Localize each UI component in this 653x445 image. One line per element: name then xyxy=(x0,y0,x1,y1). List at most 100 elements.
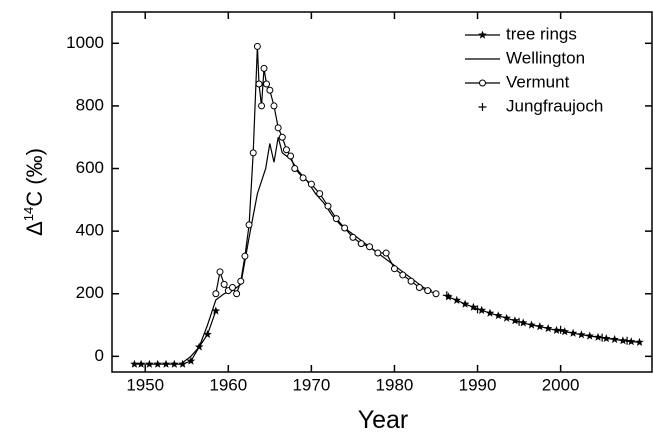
star-marker xyxy=(519,318,528,327)
circle-marker xyxy=(407,277,415,285)
star-marker xyxy=(527,320,536,329)
circle-marker xyxy=(291,165,299,173)
star-marker xyxy=(203,329,212,339)
circle-marker xyxy=(287,152,295,160)
circle-marker xyxy=(282,146,290,154)
series-line xyxy=(215,46,437,296)
star-marker xyxy=(635,337,644,346)
circle-marker xyxy=(424,287,432,295)
circle-marker xyxy=(349,233,357,241)
circle-marker xyxy=(390,265,398,273)
star-marker xyxy=(145,359,154,368)
legend-label: Jungfraujoch xyxy=(506,96,603,115)
star-marker xyxy=(610,334,619,344)
circle-marker xyxy=(253,42,261,50)
circle-marker xyxy=(399,271,407,279)
y-label-superscript: 14 xyxy=(21,207,36,221)
star-marker xyxy=(444,292,453,301)
x-tick-label: 1970 xyxy=(292,375,330,394)
x-tick-label: 2000 xyxy=(542,375,580,394)
circle-marker xyxy=(415,283,423,291)
y-tick-label: 800 xyxy=(76,95,104,114)
star-marker xyxy=(186,356,196,365)
star-marker xyxy=(211,306,221,315)
circle-marker xyxy=(307,180,315,188)
circle-marker xyxy=(432,290,440,298)
circle-marker xyxy=(220,280,228,288)
y-tick-label: 1000 xyxy=(66,33,104,52)
x-tick-label: 1990 xyxy=(459,375,497,394)
x-tick-label: 1960 xyxy=(209,375,247,394)
y-label-text: C (‰) xyxy=(22,148,47,207)
star-marker xyxy=(552,325,561,334)
star-marker xyxy=(593,332,603,341)
plus-marker xyxy=(473,305,482,314)
circle-marker xyxy=(255,80,263,88)
circle-marker xyxy=(278,133,286,141)
star-marker xyxy=(494,311,503,320)
star-marker xyxy=(161,359,171,368)
series-line xyxy=(182,137,433,364)
plot-frame xyxy=(111,11,653,373)
star-marker xyxy=(136,359,146,368)
circle-marker xyxy=(263,80,271,88)
circle-marker xyxy=(366,243,374,251)
star-marker xyxy=(178,359,187,368)
plus-marker xyxy=(598,333,607,342)
y-tick-label: 200 xyxy=(76,283,104,302)
circle-marker xyxy=(374,249,382,257)
circle-marker xyxy=(382,249,390,257)
y-tick-label: 0 xyxy=(95,346,104,365)
plus-marker xyxy=(623,336,632,345)
circle-marker xyxy=(332,215,340,223)
legend-label: Vermunt xyxy=(506,72,570,91)
circle-marker xyxy=(341,224,349,232)
circle-marker xyxy=(266,86,274,94)
y-label-symbol: Δ xyxy=(22,221,47,236)
plus-marker xyxy=(442,291,451,300)
circle-marker xyxy=(258,102,266,110)
star-marker xyxy=(485,308,495,317)
x-tick-label: 1980 xyxy=(376,375,414,394)
circle-marker xyxy=(260,64,268,72)
star-marker xyxy=(568,328,578,337)
x-axis-label: Year xyxy=(358,406,409,434)
star-marker xyxy=(577,330,586,339)
star-marker xyxy=(478,30,487,39)
circle-marker xyxy=(299,174,307,182)
star-marker xyxy=(618,336,628,345)
circle-marker xyxy=(324,202,332,210)
star-marker xyxy=(560,327,569,336)
star-marker xyxy=(469,302,478,311)
legend-label: tree rings xyxy=(506,24,577,43)
circle-marker xyxy=(237,277,245,285)
star-marker xyxy=(153,359,162,368)
star-marker xyxy=(510,316,520,325)
plus-marker xyxy=(556,325,565,334)
star-marker xyxy=(543,324,553,333)
star-marker xyxy=(460,299,470,308)
circle-marker xyxy=(479,79,486,87)
circle-marker xyxy=(274,124,282,132)
circle-marker xyxy=(357,240,365,248)
circle-marker xyxy=(245,221,253,229)
y-axis-label: Δ14C (‰) xyxy=(21,148,47,236)
circle-marker xyxy=(241,252,249,260)
y-tick-label: 400 xyxy=(76,221,104,240)
circle-marker xyxy=(228,283,236,291)
star-marker xyxy=(627,337,636,346)
circle-marker xyxy=(212,290,220,298)
circle-marker xyxy=(233,290,241,298)
star-marker xyxy=(535,322,545,331)
x-tick-label: 1950 xyxy=(126,375,164,394)
circle-marker xyxy=(216,268,224,276)
star-marker xyxy=(502,313,511,322)
plus-marker xyxy=(515,317,524,326)
circle-marker xyxy=(316,190,324,198)
legend-label: Wellington xyxy=(506,48,585,67)
star-marker xyxy=(477,305,486,314)
star-marker xyxy=(452,295,461,304)
circle-marker xyxy=(249,149,257,157)
star-marker xyxy=(130,359,139,368)
